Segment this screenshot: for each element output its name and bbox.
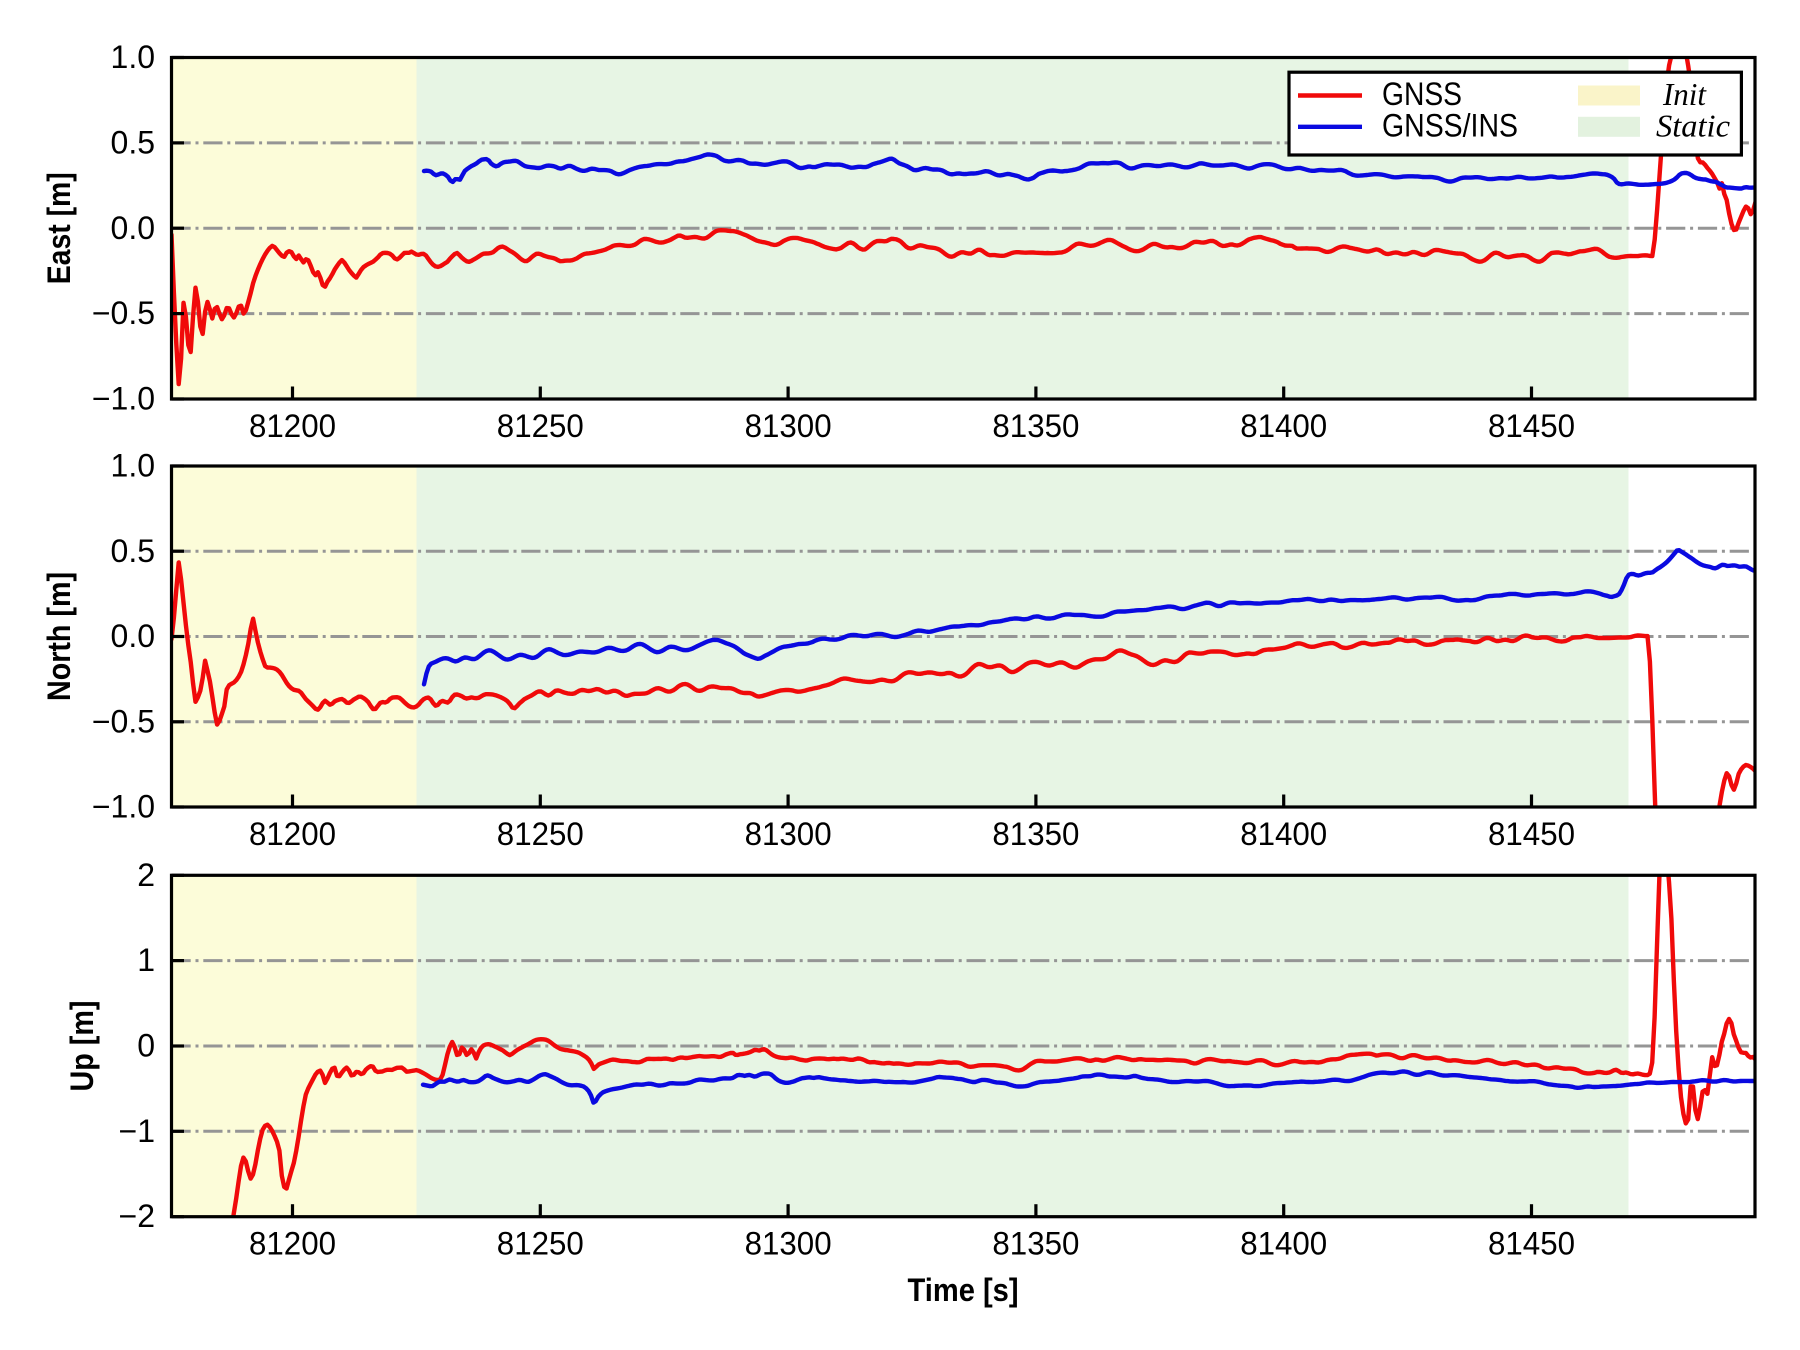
svg-text:81450: 81450 <box>1488 816 1575 852</box>
svg-text:81400: 81400 <box>1240 408 1327 444</box>
svg-text:81200: 81200 <box>249 816 336 852</box>
svg-text:81450: 81450 <box>1488 408 1575 444</box>
svg-text:81350: 81350 <box>992 816 1079 852</box>
svg-text:2: 2 <box>137 857 155 893</box>
svg-text:0: 0 <box>137 1028 155 1064</box>
svg-text:0.0: 0.0 <box>111 618 155 654</box>
svg-text:81400: 81400 <box>1240 1226 1327 1262</box>
svg-text:1.0: 1.0 <box>111 448 155 484</box>
svg-text:81350: 81350 <box>992 1226 1079 1262</box>
svg-text:81250: 81250 <box>497 1226 584 1262</box>
svg-text:−0.5: −0.5 <box>92 295 155 331</box>
svg-text:−1.0: −1.0 <box>92 381 155 417</box>
svg-text:81450: 81450 <box>1488 1226 1575 1262</box>
svg-text:1: 1 <box>137 942 155 978</box>
svg-text:Init: Init <box>1662 76 1707 112</box>
svg-text:0.0: 0.0 <box>111 210 155 246</box>
svg-text:81300: 81300 <box>745 816 832 852</box>
svg-text:81300: 81300 <box>745 1226 832 1262</box>
svg-text:0.5: 0.5 <box>111 533 155 569</box>
svg-text:Up [m]: Up [m] <box>64 1001 100 1092</box>
svg-text:81400: 81400 <box>1240 816 1327 852</box>
svg-text:East [m]: East [m] <box>41 172 77 284</box>
svg-text:GNSS/INS: GNSS/INS <box>1382 107 1518 143</box>
svg-text:−0.5: −0.5 <box>92 703 155 739</box>
svg-text:Time [s]: Time [s] <box>908 1272 1019 1308</box>
svg-text:−1.0: −1.0 <box>92 789 155 825</box>
svg-text:81200: 81200 <box>249 408 336 444</box>
svg-text:−1: −1 <box>119 1113 155 1149</box>
svg-text:81250: 81250 <box>497 408 584 444</box>
svg-text:81250: 81250 <box>497 816 584 852</box>
svg-text:GNSS: GNSS <box>1382 76 1462 112</box>
svg-text:81200: 81200 <box>249 1226 336 1262</box>
svg-text:81350: 81350 <box>992 408 1079 444</box>
svg-text:−2: −2 <box>119 1198 155 1234</box>
svg-text:Static: Static <box>1656 107 1730 143</box>
svg-text:1.0: 1.0 <box>111 39 155 75</box>
svg-text:81300: 81300 <box>745 408 832 444</box>
svg-text:0.5: 0.5 <box>111 124 155 160</box>
svg-text:North [m]: North [m] <box>41 572 77 701</box>
